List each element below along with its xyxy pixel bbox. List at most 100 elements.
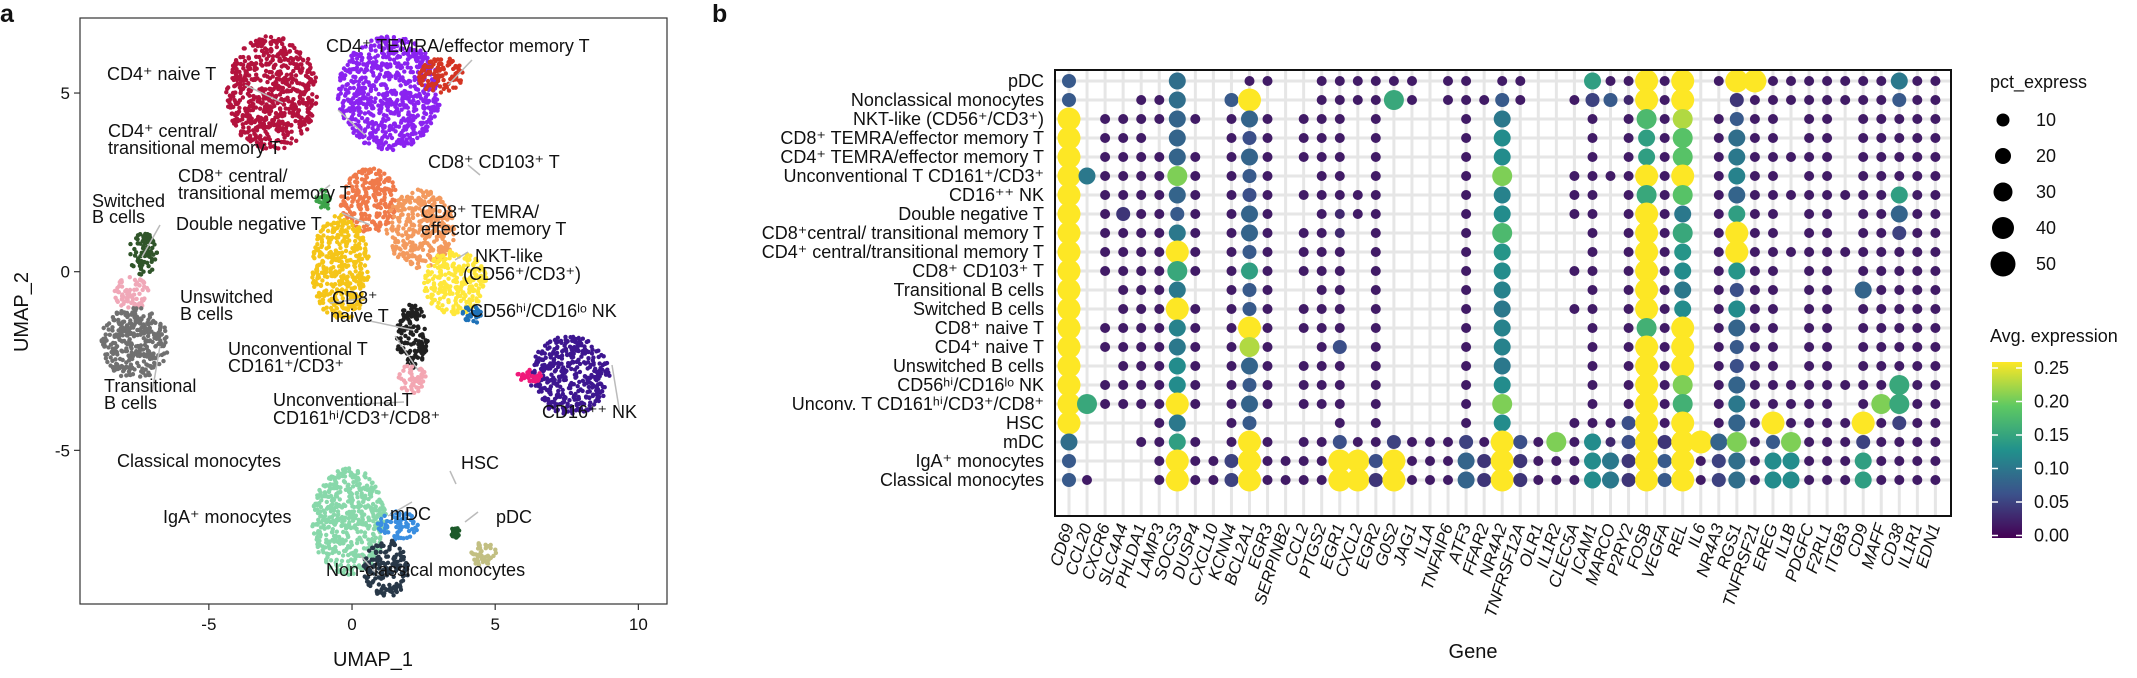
umap-x-tick-label: -5 <box>201 615 216 634</box>
umap-point <box>247 100 251 104</box>
umap-point <box>321 508 325 512</box>
umap-point <box>413 199 417 203</box>
umap-point <box>316 550 320 554</box>
umap-point <box>144 326 148 330</box>
umap-point <box>569 381 573 385</box>
umap-point <box>354 269 358 273</box>
umap-point <box>381 117 385 121</box>
umap-point <box>420 60 424 64</box>
umap-point <box>289 89 293 93</box>
umap-point <box>359 493 363 497</box>
dotplot-dot <box>1169 358 1186 375</box>
umap-point <box>364 190 368 194</box>
umap-point <box>317 501 321 505</box>
umap-point <box>391 204 395 208</box>
umap-point <box>401 226 405 230</box>
umap-point <box>262 88 266 92</box>
umap-point <box>382 529 386 533</box>
umap-point <box>307 69 311 73</box>
umap-point <box>564 378 568 382</box>
dotplot-dot <box>1190 399 1200 409</box>
dotplot-dot <box>1208 475 1218 485</box>
umap-point <box>363 487 367 491</box>
umap-point <box>319 205 323 209</box>
umap-point <box>291 97 295 101</box>
dotplot-dot <box>1154 323 1164 333</box>
umap-point <box>425 120 429 124</box>
umap-point <box>582 344 586 348</box>
umap-point <box>280 64 284 68</box>
umap-point <box>354 184 358 188</box>
umap-point <box>444 71 448 75</box>
umap-point <box>141 246 145 250</box>
umap-point <box>136 328 140 332</box>
umap-point <box>413 247 417 251</box>
umap-point <box>368 584 372 588</box>
umap-point <box>163 337 167 341</box>
umap-point <box>292 46 296 50</box>
umap-point <box>394 92 398 96</box>
umap-point <box>253 68 257 72</box>
umap-point <box>371 487 375 491</box>
umap-point <box>438 297 442 301</box>
umap-point <box>402 308 406 312</box>
dotplot-dot <box>1154 399 1164 409</box>
dotplot-dot <box>1169 187 1186 204</box>
umap-point <box>305 127 309 131</box>
umap-point <box>371 532 375 536</box>
umap-point <box>396 239 400 243</box>
dotplot-dot <box>1154 475 1164 485</box>
umap-point <box>355 554 359 558</box>
umap-point <box>451 253 455 257</box>
umap-point <box>364 242 368 246</box>
umap-point <box>348 251 352 255</box>
umap-point <box>355 134 359 138</box>
umap-point <box>325 500 329 504</box>
umap-point <box>278 121 282 125</box>
umap-point <box>251 102 255 106</box>
umap-point <box>120 292 124 296</box>
umap-point <box>342 235 346 239</box>
umap-point <box>112 318 116 322</box>
umap-point <box>353 180 357 184</box>
umap-point <box>291 69 295 73</box>
umap-point <box>140 297 144 301</box>
umap-point <box>537 371 541 375</box>
dotplot-dot <box>1100 266 1110 276</box>
umap-y-tick-label: -5 <box>55 441 70 460</box>
umap-point <box>363 534 367 538</box>
umap-point <box>139 306 143 310</box>
umap-point <box>297 101 301 105</box>
umap-point <box>326 229 330 233</box>
umap-point <box>150 311 154 315</box>
umap-point <box>334 481 338 485</box>
umap-point <box>367 141 371 145</box>
dotplot-dot <box>1062 473 1076 487</box>
umap-point <box>379 83 383 87</box>
umap-point <box>563 335 567 339</box>
umap-point <box>426 264 430 268</box>
umap-point <box>276 70 280 74</box>
umap-point <box>374 504 378 508</box>
umap-point <box>304 74 308 78</box>
umap-point <box>281 54 285 58</box>
umap-point <box>579 355 583 359</box>
umap-point <box>425 241 429 245</box>
dotplot-dot <box>1227 171 1237 181</box>
umap-point <box>401 312 405 316</box>
umap-point <box>484 546 488 550</box>
dotplot-dot <box>1118 399 1128 409</box>
umap-point <box>348 258 352 262</box>
umap-point <box>120 349 124 353</box>
dotplot-dot <box>1227 114 1237 124</box>
umap-point <box>226 85 230 89</box>
umap-point <box>379 106 383 110</box>
umap-point <box>364 103 368 107</box>
dotplot-dot <box>1169 225 1186 242</box>
umap-point <box>322 289 326 293</box>
umap-point <box>391 184 395 188</box>
umap-point <box>367 542 371 546</box>
umap-point <box>419 343 423 347</box>
umap-point <box>422 314 426 318</box>
umap-point <box>401 369 405 373</box>
